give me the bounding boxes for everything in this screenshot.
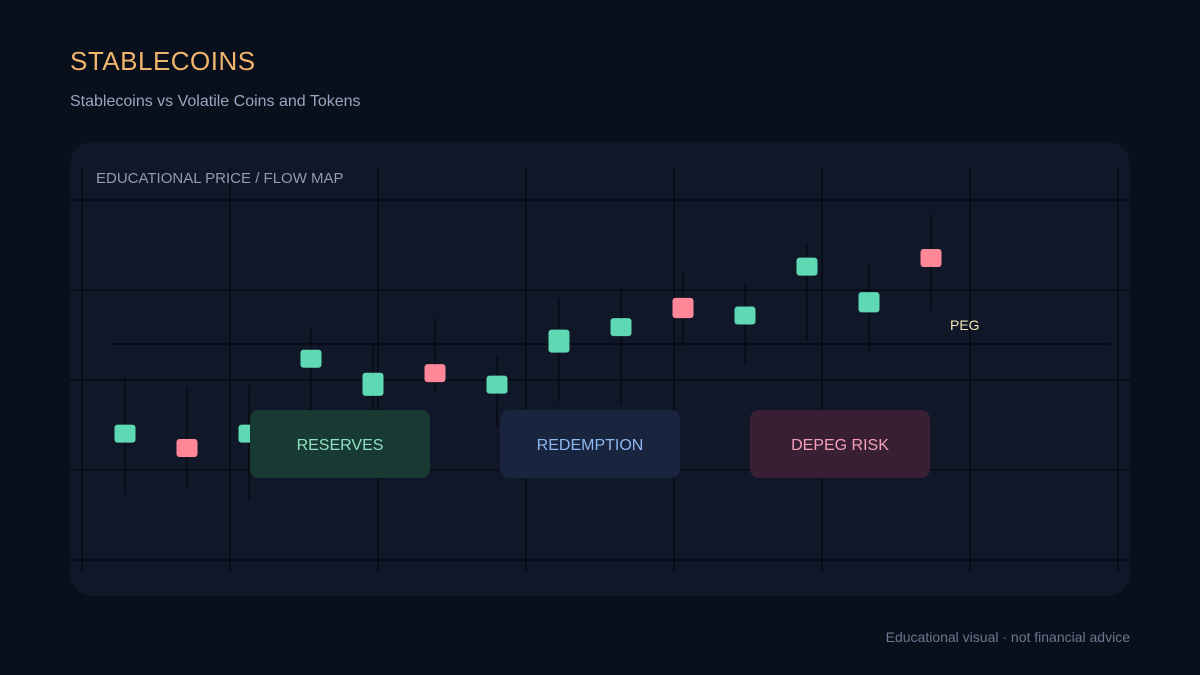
chart-grid	[70, 168, 1130, 572]
zone-label: DEPEG RISK	[791, 437, 889, 454]
chart-panel	[70, 142, 1130, 596]
peg-label: PEG	[950, 317, 980, 333]
zone-label: RESERVES	[297, 437, 384, 454]
candle-body	[548, 329, 570, 353]
candle-body	[300, 349, 322, 368]
zone-box	[750, 410, 930, 478]
candle-body	[734, 306, 756, 325]
candle-body	[672, 297, 694, 319]
page-subtitle: Stablecoins vs Volatile Coins and Tokens	[70, 93, 361, 110]
candle-body	[486, 375, 508, 394]
chart-title: EDUCATIONAL PRICE / FLOW MAP	[96, 170, 344, 187]
candle-body	[610, 318, 632, 337]
candle-body	[114, 424, 136, 443]
page-title: STABLECOINS	[70, 46, 256, 76]
candle-body	[920, 248, 942, 267]
zone-box	[500, 410, 680, 478]
zone-box	[250, 410, 430, 478]
candles	[114, 214, 942, 500]
zones: RESERVES REDEMPTION DEPEG RISK	[250, 410, 930, 478]
candle-body	[796, 257, 818, 276]
candle-body	[176, 439, 198, 458]
zone-label: REDEMPTION	[537, 437, 644, 454]
candle-body	[362, 372, 384, 396]
candle-body	[424, 364, 446, 383]
candle-body	[858, 292, 880, 313]
footer-note: Educational visual · not financial advic…	[885, 629, 1130, 645]
